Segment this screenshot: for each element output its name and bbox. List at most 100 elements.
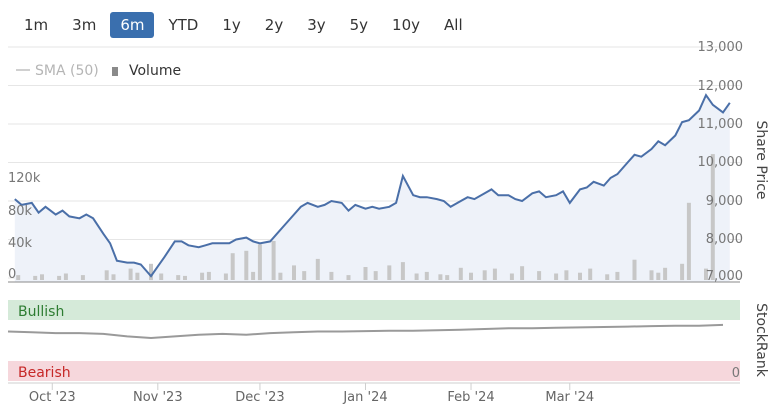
volume-bar <box>223 273 228 280</box>
volume-bar <box>135 272 140 280</box>
volume-bar <box>206 271 211 280</box>
range-2y-button[interactable]: 2y <box>264 16 284 34</box>
time-axis-label: Nov '23 <box>133 390 183 405</box>
volume-bar <box>363 267 368 280</box>
volume-bar <box>615 271 620 280</box>
stockrank-axis-label: StockRank <box>753 303 769 378</box>
volume-bar <box>458 267 463 280</box>
volume-legend-label[interactable]: Volume <box>129 63 181 79</box>
range-all-button[interactable]: All <box>444 16 463 34</box>
volume-bar <box>424 271 429 280</box>
volume-bars <box>16 154 715 281</box>
sma-legend-label[interactable]: SMA (50) <box>35 63 99 79</box>
volume-bar <box>176 275 181 280</box>
volume-bar <box>271 241 276 280</box>
range-3y-button[interactable]: 3y <box>307 16 326 34</box>
time-axis-label: Jan '24 <box>342 390 387 405</box>
volume-bar <box>649 270 654 281</box>
volume-bar <box>128 268 133 280</box>
range-1m-button[interactable]: 1m <box>24 16 49 34</box>
volume-bar <box>578 272 582 280</box>
volume-bar <box>315 258 320 280</box>
volume-tick-120k: 120k <box>8 171 41 186</box>
price-axis: 13,000 12,000 11,000 10,000 9,000 8,000 … <box>698 40 770 284</box>
volume-bar <box>680 263 685 281</box>
volume-bar <box>251 271 256 280</box>
volume-bar <box>554 273 559 280</box>
volume-bar <box>704 268 708 280</box>
volume-bar <box>509 273 514 280</box>
volume-bar <box>414 273 419 280</box>
volume-bar <box>183 275 187 280</box>
range-selector: 1m 3m 6m YTD 1y 2y 3y 5y 10y All <box>14 12 477 38</box>
volume-bar <box>230 253 235 280</box>
stockrank-panel: Bullish Bearish 0 StockRank <box>7 300 769 381</box>
volume-bar <box>537 271 542 280</box>
bearish-band <box>8 361 740 381</box>
price-axis-label: Share Price <box>753 120 769 199</box>
price-tick-8000: 8,000 <box>706 232 743 247</box>
time-axis: Oct '23 Nov '23 Dec '23 Jan '24 Feb '24 Mar '… <box>29 383 594 405</box>
volume-bar <box>302 271 307 280</box>
volume-bar <box>469 272 473 280</box>
range-5y-button[interactable]: 5y <box>349 16 369 34</box>
volume-bar <box>200 272 205 280</box>
volume-bar <box>104 270 109 281</box>
range-1y-button[interactable]: 1y <box>222 16 241 34</box>
bullish-label: Bullish <box>18 304 64 320</box>
volume-bar <box>520 266 525 280</box>
volume-tick-40k: 40k <box>8 236 33 251</box>
volume-bar <box>111 274 116 280</box>
stockrank-line <box>7 323 724 340</box>
time-axis-label: Dec '23 <box>235 390 284 405</box>
volume-bar <box>605 274 610 280</box>
price-tick-7000: 7,000 <box>706 269 743 284</box>
volume-bar <box>482 270 487 281</box>
range-ytd-button[interactable]: YTD <box>168 16 199 34</box>
volume-bar <box>445 275 450 280</box>
volume-bar <box>159 273 164 280</box>
volume-bar <box>16 275 21 280</box>
volume-bar <box>63 273 68 280</box>
volume-bar <box>292 265 296 280</box>
volume-bar <box>588 268 593 280</box>
volume-bar <box>438 274 443 280</box>
price-tick-9000: 9,000 <box>706 194 743 209</box>
volume-bar <box>663 267 668 280</box>
time-axis-label: Mar '24 <box>545 390 594 405</box>
price-line <box>14 93 731 278</box>
volume-bar <box>564 270 569 281</box>
range-10y-button[interactable]: 10y <box>392 16 421 34</box>
volume-bar <box>244 250 249 281</box>
stockrank-zero-tick: 0 <box>732 366 740 381</box>
price-tick-13000: 13,000 <box>698 40 744 55</box>
volume-bar <box>257 244 262 281</box>
volume-bar <box>57 275 62 280</box>
volume-bar <box>710 154 715 280</box>
volume-bar <box>346 275 351 280</box>
volume-tick-80k: 80k <box>8 204 33 219</box>
price-area-fill <box>14 95 730 282</box>
range-3m-button[interactable]: 3m <box>72 16 97 34</box>
price-tick-12000: 12,000 <box>698 79 744 94</box>
volume-axis: 120k 80k 40k 0 <box>8 171 41 282</box>
volume-bar <box>373 271 378 280</box>
price-tick-10000: 10,000 <box>698 155 744 170</box>
volume-bar <box>278 272 283 280</box>
volume-bar <box>656 272 661 280</box>
volume-bar <box>40 274 44 280</box>
price-tick-11000: 11,000 <box>698 117 744 132</box>
time-axis-label: Oct '23 <box>29 390 76 405</box>
volume-bar <box>686 202 691 280</box>
chart-legend: SMA (50) Volume <box>16 63 181 79</box>
range-6m-button[interactable]: 6m <box>110 12 155 38</box>
volume-legend-swatch <box>112 67 118 76</box>
volume-bar <box>632 259 637 280</box>
volume-bar <box>387 265 392 280</box>
volume-bar <box>492 268 497 280</box>
volume-bar <box>80 275 85 280</box>
volume-tick-0: 0 <box>8 267 16 282</box>
volume-bar <box>33 275 38 280</box>
time-axis-label: Feb '24 <box>447 390 494 405</box>
